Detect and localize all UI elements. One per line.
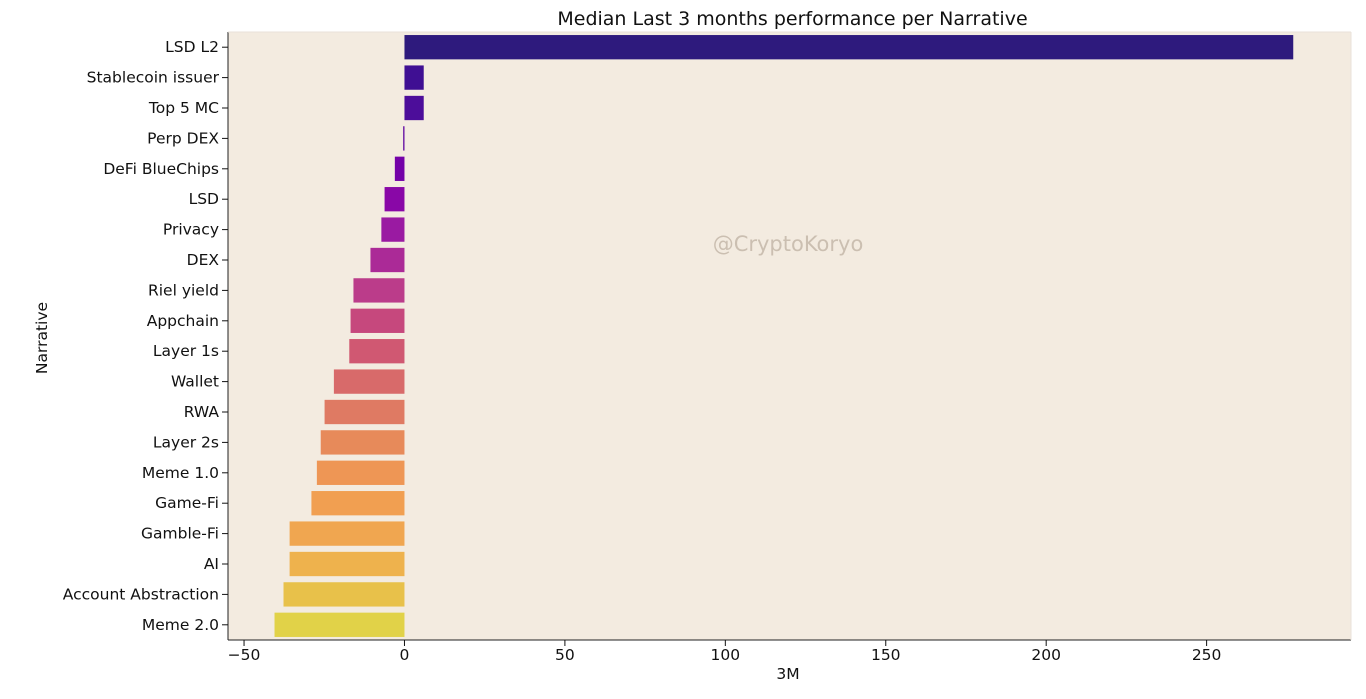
- x-tick-label: 150: [871, 646, 901, 664]
- bar: [289, 521, 405, 546]
- y-tick-label: Wallet: [171, 373, 219, 391]
- bar: [350, 308, 405, 333]
- chart-title: Median Last 3 months performance per Nar…: [557, 8, 1027, 30]
- bar: [404, 65, 424, 90]
- watermark-text: @CryptoKoryo: [713, 232, 864, 256]
- bar: [289, 551, 405, 577]
- y-tick-label: Gamble-Fi: [141, 525, 219, 543]
- bar: [274, 612, 405, 637]
- bar: [404, 95, 424, 121]
- x-tick-label: −50: [228, 646, 261, 664]
- x-tick-label: 250: [1192, 646, 1222, 664]
- bar: [370, 247, 405, 273]
- x-tick-label: 50: [555, 646, 575, 664]
- y-tick-label: AI: [204, 555, 219, 573]
- bar: [320, 430, 405, 455]
- y-axis-label: Narrative: [33, 302, 51, 374]
- bar: [324, 399, 405, 425]
- y-tick-label: Meme 1.0: [142, 464, 219, 482]
- bar: [381, 217, 405, 242]
- plot-background: [228, 32, 1351, 640]
- x-axis-ticks: −50 0 50 100 150 200 250: [228, 640, 1222, 664]
- y-tick-label: Top 5 MC: [148, 99, 219, 117]
- bar: [384, 187, 405, 212]
- bar: [404, 35, 1294, 60]
- y-tick-label: Layer 1s: [153, 342, 219, 360]
- y-tick-label: RWA: [184, 403, 220, 421]
- y-tick-label: Layer 2s: [153, 433, 219, 451]
- y-tick-label: Riel yield: [148, 281, 219, 299]
- bar: [333, 369, 405, 394]
- y-tick-label: LSD: [189, 190, 219, 208]
- y-tick-label: Privacy: [163, 221, 219, 239]
- bar: [283, 582, 405, 607]
- y-tick-label: Account Abstraction: [63, 585, 219, 603]
- bars-group: [274, 35, 1294, 637]
- y-tick-label: Stablecoin issuer: [87, 69, 220, 87]
- bar: [311, 491, 405, 516]
- y-tick-label: Meme 2.0: [142, 616, 219, 634]
- y-axis-ticks: LSD L2 Stablecoin issuer Top 5 MC Perp DEX D…: [63, 38, 228, 634]
- y-tick-label: DeFi BlueChips: [103, 160, 219, 178]
- x-tick-label: 0: [400, 646, 410, 664]
- y-tick-label: Appchain: [147, 312, 219, 330]
- y-tick-label: LSD L2: [165, 38, 219, 56]
- x-tick-label: 200: [1031, 646, 1061, 664]
- x-axis-label: 3M: [776, 665, 799, 683]
- y-tick-label: Perp DEX: [147, 129, 219, 147]
- bar: [353, 278, 405, 303]
- x-tick-label: 100: [711, 646, 741, 664]
- bar: [349, 339, 405, 364]
- y-tick-label: DEX: [187, 251, 220, 269]
- bar: [403, 126, 405, 151]
- bar: [316, 460, 405, 485]
- y-tick-label: Game-Fi: [155, 494, 219, 512]
- bar: [394, 156, 405, 181]
